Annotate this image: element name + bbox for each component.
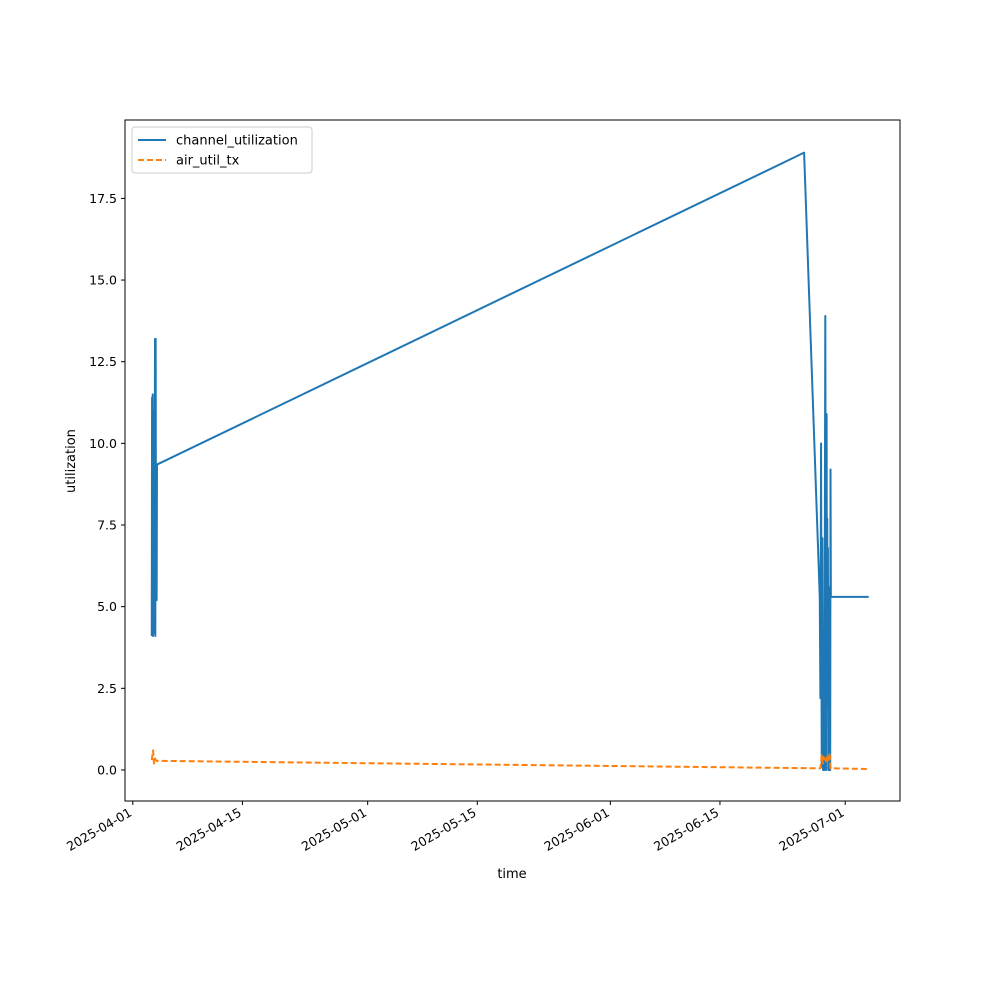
y-tick-label: 15.0 — [89, 273, 117, 288]
legend: channel_utilization air_util_tx — [131, 126, 313, 174]
legend-label-channel-utilization: channel_utilization — [176, 134, 298, 149]
y-tick-label: 5.0 — [97, 599, 117, 614]
y-tick-label: 7.5 — [97, 518, 117, 533]
y-tick-label: 12.5 — [89, 354, 117, 369]
y-tick-label: 0.0 — [97, 762, 117, 777]
y-tick-label: 10.0 — [89, 436, 117, 451]
plot-area — [150, 151, 869, 771]
legend-label-air-util-tx: air_util_tx — [176, 154, 240, 169]
series-line-air-util-tx — [150, 749, 869, 770]
plot-frame — [124, 119, 901, 802]
series-line-channel-utilization — [150, 151, 869, 771]
y-tick-label: 17.5 — [89, 191, 117, 206]
x-axis-label: time — [497, 867, 526, 882]
y-axis-label: utilization — [64, 429, 79, 493]
y-tick-label: 2.5 — [97, 681, 117, 696]
legend-box — [131, 126, 313, 174]
